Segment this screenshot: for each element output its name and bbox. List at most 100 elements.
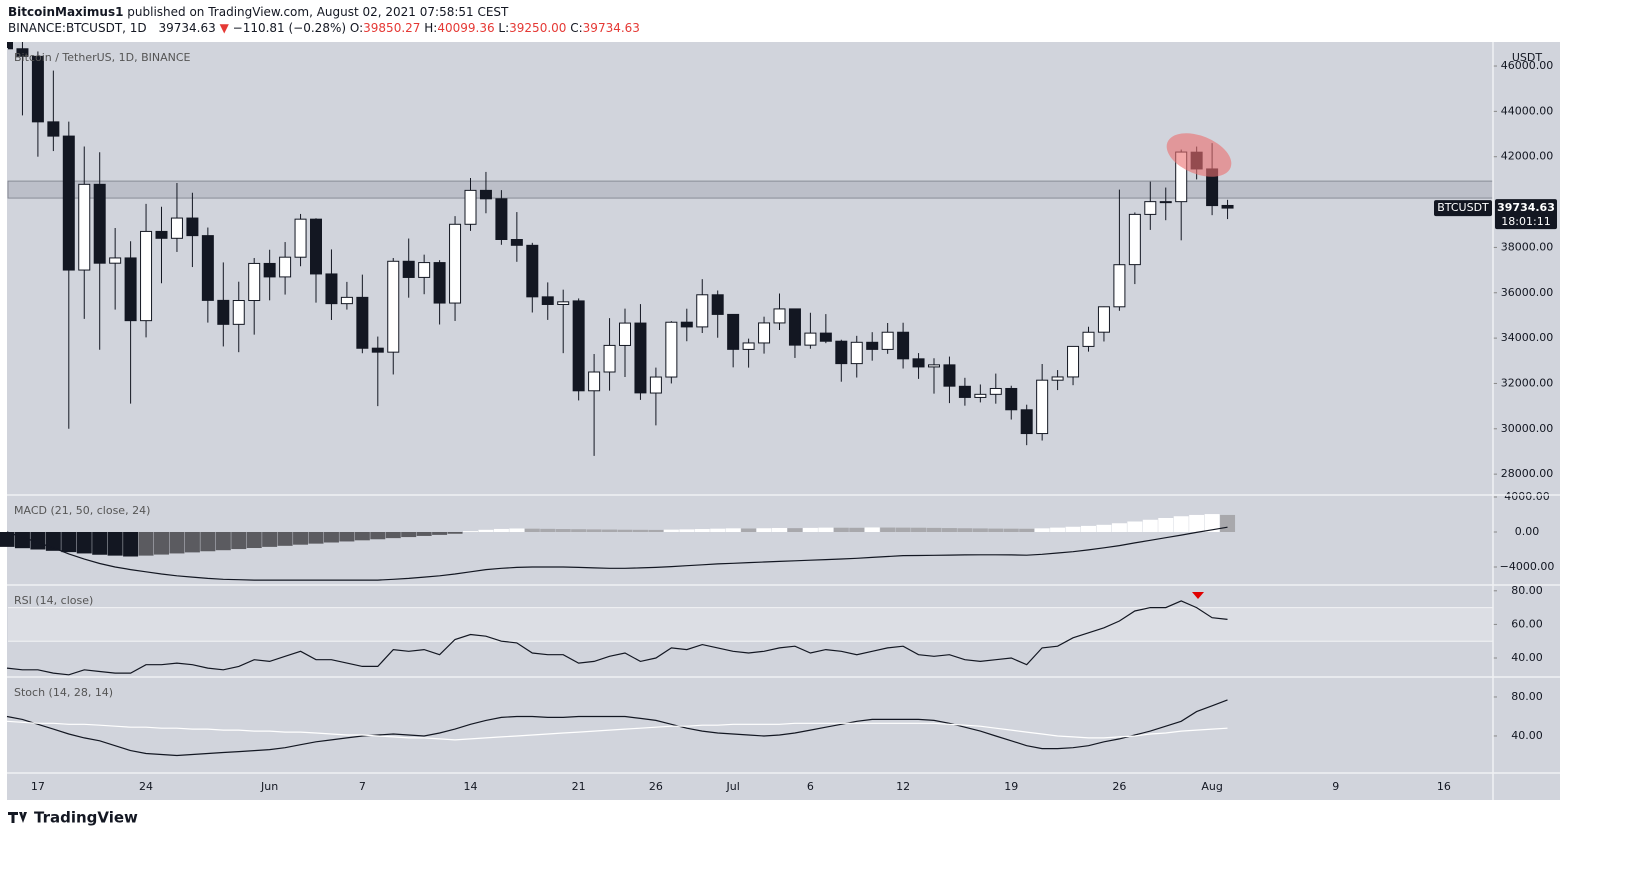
macd-histogram-bar	[277, 532, 293, 546]
pane-title: RSI (14, close)	[14, 594, 93, 607]
macd-histogram-bar	[432, 532, 448, 535]
macd-histogram-bar	[323, 532, 339, 543]
candle-body	[1067, 345, 1080, 378]
macd-histogram-bar	[1220, 514, 1236, 533]
candle-body	[742, 342, 755, 350]
y-tick-label: 4000.00	[1504, 490, 1550, 503]
x-tick-label: 17	[31, 780, 45, 793]
pane-title: Bitcoin / TetherUS, 1D, BINANCE	[14, 51, 191, 64]
candle-body	[186, 217, 199, 237]
macd-histogram-bar	[463, 531, 478, 533]
candle-body	[449, 223, 462, 304]
macd-histogram-bar	[493, 528, 509, 533]
indicator-line	[6, 600, 1228, 676]
chart-background	[7, 42, 1560, 800]
x-tick-label: Aug	[1201, 780, 1222, 793]
macd-histogram-bar	[416, 532, 432, 536]
candle-body	[433, 262, 446, 304]
macd-histogram-bar	[756, 528, 772, 533]
macd-histogram-bar	[988, 528, 1004, 533]
candle-body	[418, 262, 431, 278]
axis-unit: USDT	[1512, 51, 1543, 64]
macd-histogram-bar	[293, 532, 309, 545]
x-tick-label: 12	[896, 780, 910, 793]
macd-histogram-bar	[787, 528, 803, 533]
candle-body	[974, 393, 987, 398]
macd-histogram-bar	[540, 528, 556, 533]
macd-histogram-bar	[107, 532, 123, 556]
macd-histogram-bar	[895, 527, 911, 533]
candle-body	[897, 331, 910, 360]
x-tick-label: 26	[1112, 780, 1126, 793]
macd-line	[6, 526, 1228, 581]
macd-histogram-bar	[957, 528, 973, 533]
candle-body	[495, 198, 508, 241]
candle-body	[1082, 331, 1095, 347]
candle-body	[402, 260, 415, 278]
x-tick-label: 16	[1437, 780, 1451, 793]
macd-histogram-bar	[632, 529, 648, 533]
candle-body	[1113, 264, 1126, 308]
rsi-top-marker	[1192, 592, 1204, 599]
candle-body	[696, 294, 709, 328]
macd-histogram-bar	[447, 532, 463, 534]
macd-histogram-bar	[926, 527, 942, 533]
high-label: H:	[424, 21, 437, 35]
indicator-line	[6, 699, 1228, 757]
candle-body	[866, 341, 879, 350]
candle-body	[603, 344, 616, 373]
macd-histogram-bar	[385, 532, 401, 539]
candle-body	[758, 322, 771, 344]
y-tick-label: 32000.00	[1501, 376, 1554, 389]
macd-histogram-bar	[1096, 524, 1112, 533]
macd-histogram-bar	[555, 529, 571, 533]
candle-body	[217, 299, 230, 325]
macd-histogram-bar	[1173, 516, 1189, 533]
symbol-tag-text: BTCUSDT	[1437, 201, 1489, 214]
candle-body	[479, 189, 492, 200]
x-tick-label: 7	[359, 780, 366, 793]
candle-body	[31, 55, 44, 123]
macd-histogram-bar	[1065, 526, 1081, 533]
macd-histogram-bar	[370, 532, 386, 540]
candle-body	[170, 217, 183, 239]
candle-body	[773, 308, 786, 324]
y-tick-label: 60.00	[1511, 617, 1543, 630]
x-tick-label: 14	[464, 780, 478, 793]
macd-histogram-bar	[231, 532, 247, 550]
macd-histogram-bar	[648, 529, 664, 533]
y-tick-label: 38000.00	[1501, 240, 1554, 253]
macd-histogram-bar	[710, 528, 726, 533]
y-tick-label: 44000.00	[1501, 104, 1554, 117]
macd-histogram-bar	[1189, 514, 1205, 533]
macd-histogram-bar	[1019, 528, 1035, 533]
candle-body	[727, 313, 740, 350]
candle-body	[1221, 204, 1234, 209]
highlight-ellipse	[1166, 133, 1232, 177]
candle-body	[572, 300, 585, 392]
macd-histogram-bar	[76, 532, 92, 554]
candle-body	[711, 294, 724, 315]
header-line-1: BitcoinMaximus1 published on TradingView…	[8, 5, 509, 19]
macd-histogram-bar	[246, 532, 262, 549]
macd-histogram-bar	[586, 529, 602, 533]
macd-histogram-bar	[61, 532, 77, 553]
candle-body	[588, 371, 601, 392]
macd-histogram-bar	[818, 527, 834, 533]
macd-histogram-bar	[849, 527, 865, 533]
macd-histogram-bar	[154, 532, 169, 555]
macd-histogram-bar	[401, 532, 417, 538]
low-label: L:	[498, 21, 509, 35]
macd-histogram-bar	[1003, 528, 1019, 533]
rsi-band	[8, 607, 1493, 642]
candle-body	[1051, 376, 1064, 381]
y-tick-label: 40.00	[1511, 651, 1543, 664]
candle-body	[279, 256, 292, 278]
candle-body	[989, 387, 1002, 395]
x-tick-label: 24	[139, 780, 153, 793]
candle-body	[526, 244, 539, 298]
candle-body	[557, 301, 570, 305]
change-arrow: ▼	[220, 21, 230, 35]
candle-body	[325, 273, 338, 305]
